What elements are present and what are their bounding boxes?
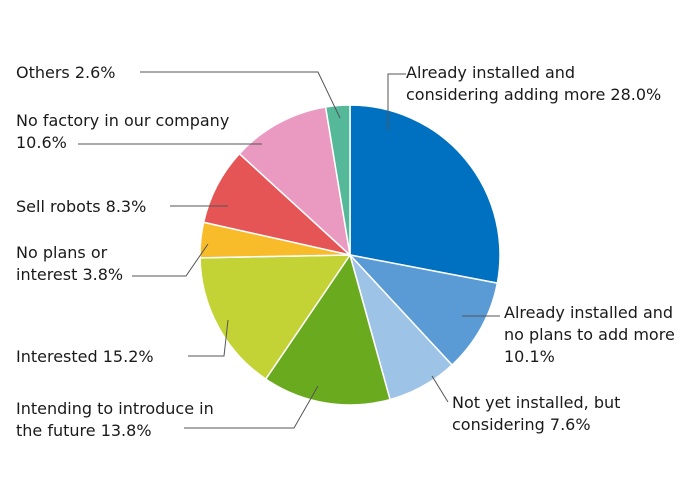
slice-label-interested: Interested 15.2% <box>16 347 154 366</box>
leader-lines <box>78 71 500 429</box>
slice-labels: Already installed and considering adding … <box>16 63 675 440</box>
slice-label-not-installed-considering: Not yet installed, but considering 7.6% <box>452 393 620 434</box>
slice-label-no-plans-interest: No plans or interest 3.8% <box>16 243 123 284</box>
slice-label-no-factory: No factory in our company 10.6% <box>16 111 229 152</box>
pie-slice-already-installed-no-plans <box>347 253 499 367</box>
slice-label-already-installed-no-plans: Already installed and no plans to add mor… <box>504 303 675 366</box>
pie-slice-intending-introduce <box>264 253 391 406</box>
leader-line-already-installed-adding <box>387 73 406 130</box>
slice-label-others: Others 2.6% <box>16 63 116 82</box>
leader-line-interested <box>188 319 229 357</box>
leader-line-others <box>140 71 341 119</box>
pie-slice-interested <box>199 254 352 381</box>
slice-label-intending-introduce: Intending to introduce in the future 13.8… <box>16 399 214 440</box>
leader-line-not-installed-considering <box>431 375 449 403</box>
pie-slice-no-factory <box>238 106 352 258</box>
pie-slices <box>199 104 501 406</box>
pie-slice-others <box>324 104 351 256</box>
slice-label-already-installed-adding: Already installed and considering adding … <box>406 63 661 104</box>
leader-line-intending-introduce <box>184 385 319 429</box>
pie-slice-already-installed-adding <box>349 104 501 284</box>
slice-label-sell-robots: Sell robots 8.3% <box>16 197 146 216</box>
leader-line-no-plans-interest <box>132 243 209 277</box>
